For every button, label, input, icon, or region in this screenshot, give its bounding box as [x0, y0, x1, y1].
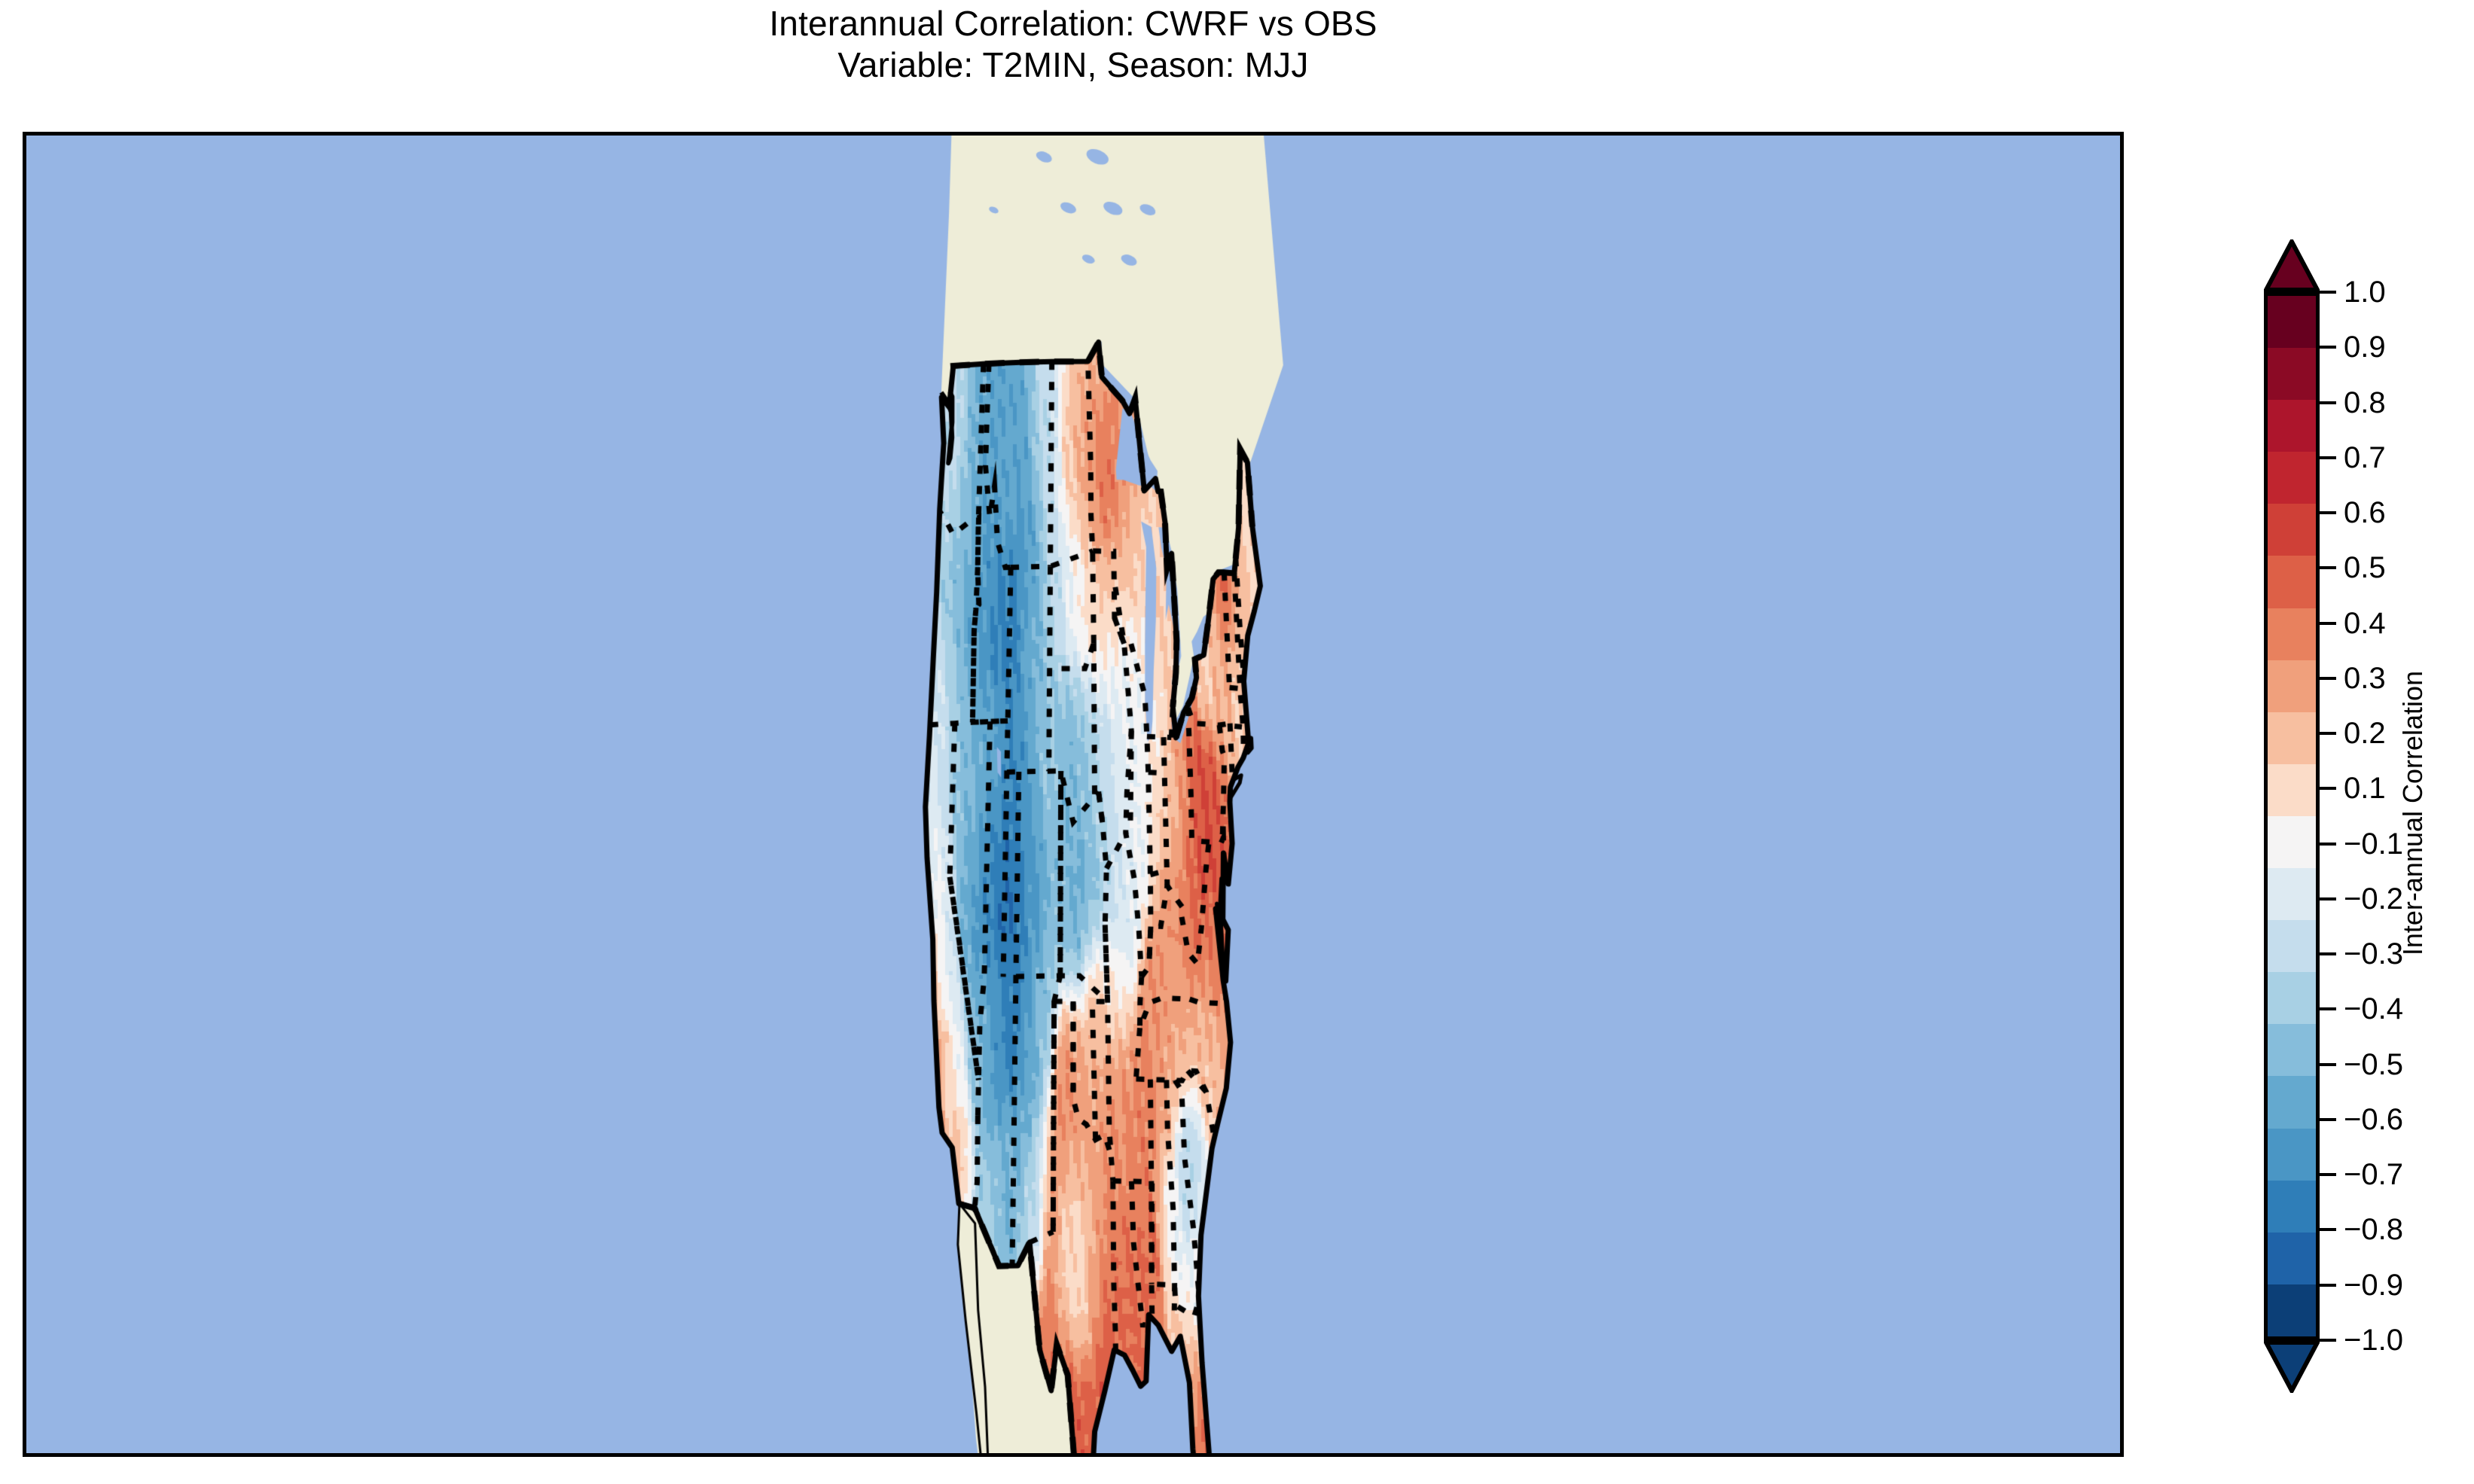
colorbar-band: [2268, 660, 2316, 712]
colorbar-tick-label: 0.3: [2344, 661, 2386, 695]
colorbar: 1.0 0.9 0.8 0.7 0.6 0.5 0.4 0.3 0.2 0.1 −0.1 −0.2 −0…: [2252, 226, 2470, 1400]
colorbar-tick-label: −0.9: [2344, 1268, 2403, 1302]
colorbar-tick-mark: [2320, 1173, 2336, 1177]
colorbar-tick-label: −0.8: [2344, 1213, 2403, 1247]
colorbar-band: [2268, 348, 2316, 401]
chart-title-line-1: Interannual Correlation: CWRF vs OBS: [769, 4, 1377, 43]
colorbar-tick-mark: [2320, 291, 2336, 294]
colorbar-tick-mark: [2320, 511, 2336, 515]
colorbar-tick-label: 0.4: [2344, 606, 2386, 640]
map-plot-area: [23, 132, 2124, 1457]
colorbar-band: [2268, 972, 2316, 1025]
colorbar-tick-label: 0.5: [2344, 551, 2386, 585]
colorbar-tick-mark: [2320, 1007, 2336, 1011]
colorbar-band: [2268, 556, 2316, 608]
colorbar-band: [2268, 452, 2316, 504]
colorbar-tick-label: −0.4: [2344, 992, 2403, 1026]
colorbar-tick-label: −0.5: [2344, 1047, 2403, 1081]
colorbar-tick-label: −0.1: [2344, 827, 2403, 861]
colorbar-tick-mark: [2320, 621, 2336, 625]
colorbar-tick-label: −0.7: [2344, 1158, 2403, 1192]
colorbar-band: [2268, 763, 2316, 816]
colorbar-band: [2268, 400, 2316, 453]
colorbar-band: [2268, 504, 2316, 556]
colorbar-gradient: [2264, 292, 2320, 1340]
colorbar-tick-mark: [2320, 897, 2336, 900]
colorbar-tick-label: 0.9: [2344, 331, 2386, 364]
colorbar-tick-mark: [2320, 842, 2336, 846]
colorbar-band: [2268, 920, 2316, 973]
colorbar-tick-label: 0.1: [2344, 772, 2386, 806]
colorbar-tick-label: −0.2: [2344, 882, 2403, 916]
chart-title-line-2: Variable: T2MIN, Season: MJJ: [837, 45, 1309, 85]
colorbar-tick-label: 0.7: [2344, 440, 2386, 474]
colorbar-band: [2268, 296, 2316, 349]
colorbar-band: [2268, 1284, 2316, 1336]
colorbar-tick-label: 0.6: [2344, 496, 2386, 530]
colorbar-tick-mark: [2320, 952, 2336, 956]
colorbar-tick-mark: [2320, 1228, 2336, 1232]
colorbar-tick-label: −0.6: [2344, 1102, 2403, 1136]
colorbar-axis-label: Inter-annual Correlation: [2397, 670, 2428, 956]
colorbar-tick-mark: [2320, 787, 2336, 791]
colorbar-tick-mark: [2320, 401, 2336, 404]
colorbar-band: [2268, 815, 2316, 869]
colorbar-extend-max-arrow: [2264, 239, 2320, 292]
colorbar-band: [2268, 712, 2316, 764]
colorbar-ticks: 1.0 0.9 0.8 0.7 0.6 0.5 0.4 0.3 0.2 0.1 −0.1 −0.2 −0…: [2252, 226, 2470, 1400]
colorbar-tick-mark: [2320, 1283, 2336, 1287]
colorbar-band: [2268, 868, 2316, 921]
colorbar-tick-mark: [2320, 1339, 2336, 1342]
chart-title: Interannual Correlation: CWRF vs OBS Var…: [0, 3, 2146, 86]
colorbar-tick-mark: [2320, 346, 2336, 349]
colorbar-tick-mark: [2320, 1062, 2336, 1066]
correlation-heatmap-canvas: [26, 136, 2120, 1453]
colorbar-tick-mark: [2320, 566, 2336, 570]
colorbar-tick-mark: [2320, 1117, 2336, 1121]
colorbar-tick-label: −1.0: [2344, 1324, 2403, 1357]
colorbar-band: [2268, 608, 2316, 660]
colorbar-band: [2268, 1180, 2316, 1233]
colorbar-tick-mark: [2320, 732, 2336, 736]
colorbar-band: [2268, 1232, 2316, 1284]
colorbar-tick-label: 0.8: [2344, 385, 2386, 419]
colorbar-band: [2268, 1076, 2316, 1129]
colorbar-tick-label: 1.0: [2344, 276, 2386, 309]
colorbar-tick-mark: [2320, 676, 2336, 680]
colorbar-tick-label: −0.3: [2344, 937, 2403, 971]
colorbar-tick-mark: [2320, 456, 2336, 459]
colorbar-band: [2268, 1024, 2316, 1077]
colorbar-tick-label: 0.2: [2344, 717, 2386, 751]
colorbar-band: [2268, 1128, 2316, 1181]
colorbar-extend-min-arrow: [2264, 1340, 2320, 1393]
